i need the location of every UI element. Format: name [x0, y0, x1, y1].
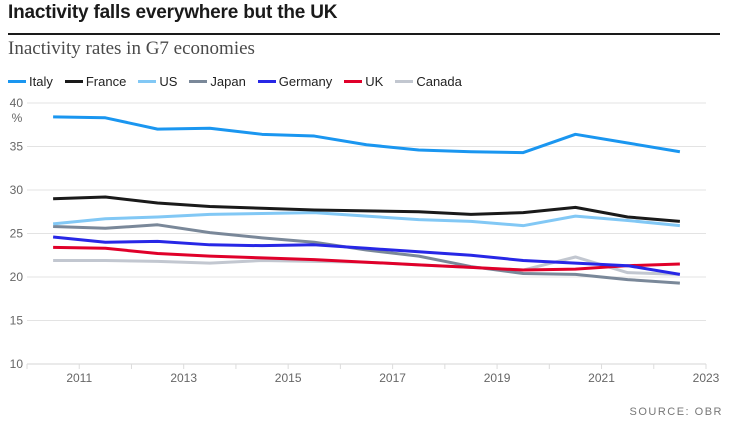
legend-label: US — [159, 74, 178, 89]
legend-label: Canada — [416, 74, 462, 89]
series-line-france — [53, 195, 681, 223]
legend-label: Japan — [210, 74, 246, 89]
legend-swatch — [344, 80, 363, 83]
series-line-uk — [53, 245, 680, 272]
y-tick-label: 30 — [10, 183, 24, 197]
y-tick-label: 40 — [10, 96, 24, 110]
legend-item-uk: UK — [344, 74, 383, 89]
legend-label: France — [85, 74, 127, 89]
y-tick-label: 35 — [10, 140, 24, 154]
x-tick-label: 2021 — [588, 371, 615, 385]
series-line-italy — [53, 115, 681, 155]
legend-item-germany: Germany — [257, 74, 333, 89]
x-tick-label: 2013 — [170, 371, 197, 385]
legend-swatch — [64, 80, 83, 83]
legend-swatch — [395, 80, 414, 83]
y-tick-label: 15 — [10, 314, 24, 328]
legend-item-canada: Canada — [395, 74, 462, 89]
legend-swatch — [257, 80, 276, 83]
legend-label: Italy — [29, 74, 53, 89]
x-tick-label: 2015 — [275, 371, 302, 385]
y-tick-label: 10 — [10, 357, 24, 371]
legend-item-japan: Japan — [189, 74, 246, 89]
legend-item-italy: Italy — [8, 74, 53, 89]
legend: Italy France US Japan Germany UK Canada — [8, 74, 462, 89]
legend-item-france: France — [64, 74, 127, 89]
x-tick-label: 2011 — [66, 371, 92, 385]
y-tick-label: 25 — [10, 227, 24, 241]
y-tick-label: 20 — [10, 270, 24, 284]
legend-label: Germany — [278, 74, 333, 89]
chart-subtitle: Inactivity rates in G7 economies — [8, 38, 255, 59]
series-line-canada — [53, 255, 680, 276]
legend-swatch — [189, 80, 208, 83]
legend-swatch — [8, 80, 26, 83]
legend-label: UK — [365, 74, 384, 89]
x-tick-label: 2023 — [693, 371, 720, 385]
x-tick-label: 2017 — [379, 371, 406, 385]
legend-swatch — [138, 80, 157, 83]
series-line-germany — [52, 235, 681, 276]
x-tick-label: 2019 — [484, 371, 511, 385]
series-line-japan — [53, 223, 680, 285]
title-rule — [8, 33, 720, 35]
y-axis-unit-label: % — [12, 111, 23, 125]
chart-title: Inactivity falls everywhere but the UK — [8, 2, 338, 23]
series-line-us — [52, 211, 681, 228]
source-note: SOURCE: OBR — [629, 406, 723, 418]
legend-item-us: US — [138, 74, 177, 89]
